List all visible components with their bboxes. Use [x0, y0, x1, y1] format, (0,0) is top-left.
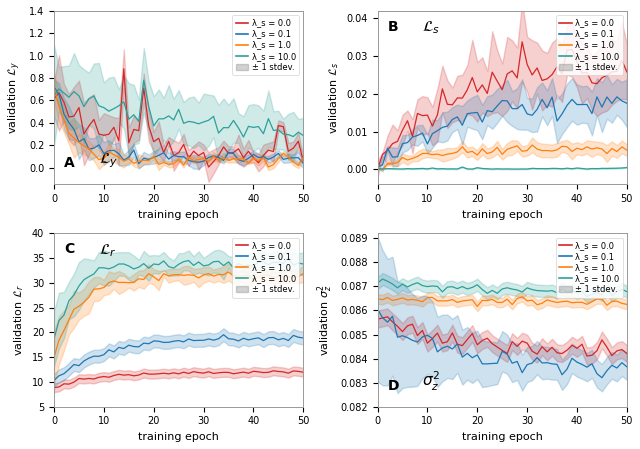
- X-axis label: training epoch: training epoch: [138, 432, 219, 442]
- Legend: λ_s = 0.0, λ_s = 0.1, λ_s = 1.0, λ_s = 10.0, ± 1 stdev.: λ_s = 0.0, λ_s = 0.1, λ_s = 1.0, λ_s = 1…: [232, 238, 299, 298]
- Y-axis label: validation $\mathcal{L}_r$: validation $\mathcal{L}_r$: [12, 284, 26, 356]
- Text: $\mathcal{L}_r$: $\mathcal{L}_r$: [99, 242, 116, 259]
- Text: D: D: [388, 379, 399, 393]
- Text: C: C: [64, 242, 74, 256]
- Y-axis label: validation $\mathcal{L}_s$: validation $\mathcal{L}_s$: [327, 62, 340, 134]
- Legend: λ_s = 0.0, λ_s = 0.1, λ_s = 1.0, λ_s = 10.0, ± 1 stdev.: λ_s = 0.0, λ_s = 0.1, λ_s = 1.0, λ_s = 1…: [556, 15, 623, 75]
- Text: A: A: [64, 157, 75, 171]
- Y-axis label: validation $\mathcal{L}_y$: validation $\mathcal{L}_y$: [7, 61, 23, 134]
- X-axis label: training epoch: training epoch: [138, 210, 219, 220]
- Text: $\mathcal{L}_y$: $\mathcal{L}_y$: [99, 152, 118, 171]
- Text: B: B: [388, 20, 398, 34]
- Text: $\sigma_z^2$: $\sigma_z^2$: [422, 370, 440, 393]
- Text: $\mathcal{L}_s$: $\mathcal{L}_s$: [422, 20, 440, 36]
- Legend: λ_s = 0.0, λ_s = 0.1, λ_s = 1.0, λ_s = 10.0, ± 1 stdev.: λ_s = 0.0, λ_s = 0.1, λ_s = 1.0, λ_s = 1…: [556, 238, 623, 298]
- Y-axis label: validation $\sigma^2_z$: validation $\sigma^2_z$: [315, 284, 335, 356]
- Legend: λ_s = 0.0, λ_s = 0.1, λ_s = 1.0, λ_s = 10.0, ± 1 stdev.: λ_s = 0.0, λ_s = 0.1, λ_s = 1.0, λ_s = 1…: [232, 15, 299, 75]
- X-axis label: training epoch: training epoch: [462, 210, 543, 220]
- X-axis label: training epoch: training epoch: [462, 432, 543, 442]
